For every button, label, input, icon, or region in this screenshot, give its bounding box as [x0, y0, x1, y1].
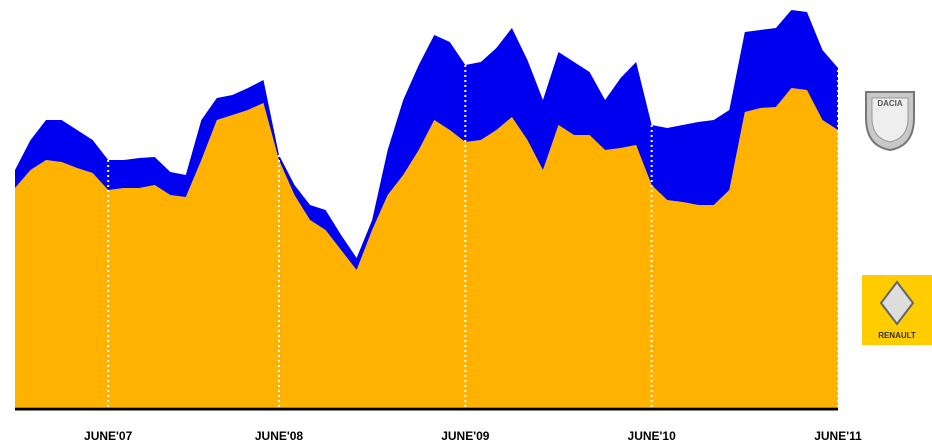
x-tick-label: JUNE'07	[84, 429, 133, 443]
x-tick-label: JUNE'08	[255, 429, 304, 443]
dacia-shield-inner	[871, 97, 909, 143]
x-tick-label: JUNE'11	[814, 429, 862, 443]
area	[15, 88, 838, 407]
x-tick-label: JUNE'09	[441, 429, 490, 443]
x-tick-label: JUNE'10	[628, 429, 677, 443]
legend-label: DACIA	[877, 99, 903, 108]
legend-label: RENAULT	[878, 331, 916, 340]
area	[15, 10, 838, 270]
renault-logo: RENAULT	[862, 275, 932, 345]
dacia-logo: DACIA	[865, 91, 915, 152]
renault-diamond	[879, 280, 915, 326]
